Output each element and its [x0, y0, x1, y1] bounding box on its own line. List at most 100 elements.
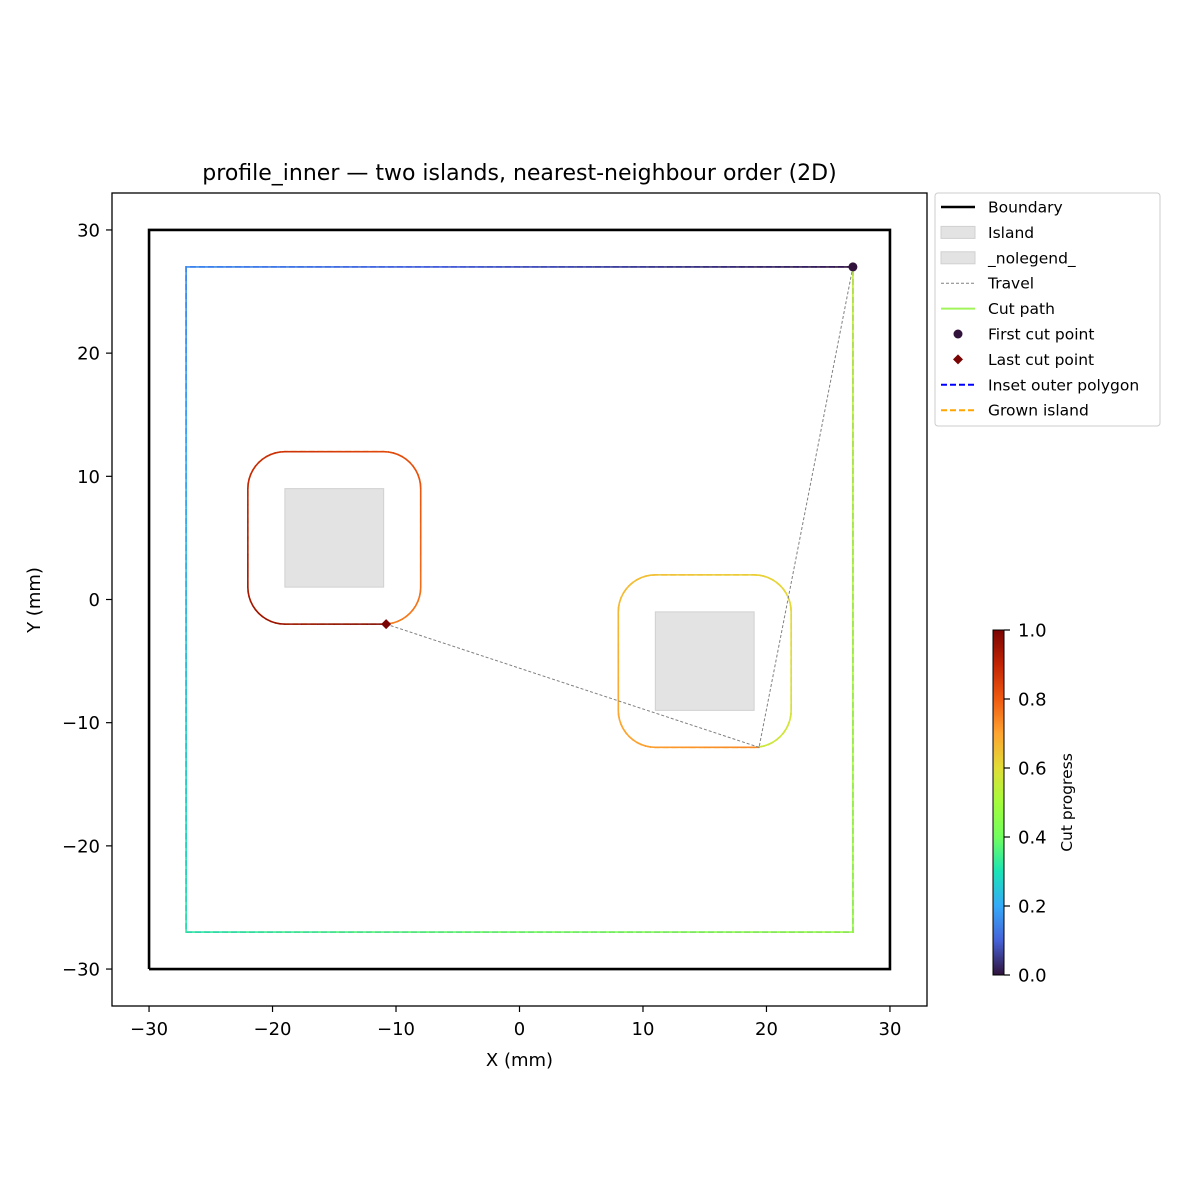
cut-path-segment: [767, 576, 774, 581]
cut-path-segment: [392, 452, 399, 456]
cut-path-segment: [265, 453, 272, 458]
cut-path-segment: [622, 728, 627, 734]
legend-frame: [934, 192, 1161, 427]
cut-path-segment: [418, 478, 422, 485]
legend-label: Cut path: [988, 300, 1055, 318]
cut-path-segment: [412, 604, 417, 611]
cut-path-segment: [758, 745, 765, 748]
colorbar-label: Cut progress: [1058, 753, 1076, 852]
cut-path-segment: [644, 574, 652, 577]
cut-path-segment: [617, 714, 621, 721]
cut-path-segment: [251, 604, 257, 611]
cut-path-segment: [785, 723, 790, 730]
cut-path-segment: [636, 576, 642, 581]
cut-path-segment: [247, 478, 250, 485]
y-tick-label: 0: [89, 590, 100, 611]
cut-path-segment: [247, 591, 250, 598]
x-axis: −30 −20 −10 0 10 20 30: [130, 1006, 901, 1040]
cut-path-segment: [767, 741, 774, 746]
y-tick-label: −10: [62, 713, 100, 734]
cut-path-segment: [248, 473, 252, 480]
legend-label: Travel: [987, 275, 1034, 293]
legend-label: First cut point: [988, 326, 1094, 344]
cut-path-segment: [405, 458, 411, 464]
cut-path-segment: [405, 612, 411, 618]
y-axis: −30 −20 −10 0 10 20 30: [62, 220, 112, 981]
colorbar-tick-label: 0.2: [1018, 897, 1047, 918]
colorbar-tick-label: 0.6: [1018, 759, 1047, 780]
cut-path-segment: [758, 574, 765, 577]
cut-path-segment: [789, 714, 792, 721]
legend-label: Inset outer polygon: [988, 376, 1139, 394]
cut-path-segment: [251, 465, 257, 471]
cut-path-segment: [418, 591, 422, 598]
legend-label: Grown island: [988, 402, 1089, 420]
chart-title: profile_inner — two islands, nearest-nei…: [202, 161, 836, 186]
cut-path-segment: [628, 735, 634, 741]
cut-path-segment: [249, 469, 254, 476]
x-axis-label: X (mm): [486, 1050, 553, 1071]
cut-path-segment: [265, 618, 272, 623]
legend-swatch: [940, 251, 976, 265]
cut-path-segment: [620, 592, 625, 599]
legend-swatch: [940, 225, 976, 239]
cut-path-segment: [269, 620, 277, 624]
cut-path-segment: [261, 615, 268, 620]
travel-move-1: [758, 266, 854, 748]
x-tick-label: 0: [514, 1019, 525, 1040]
cut-path-segment: [261, 455, 268, 461]
x-tick-label: 30: [879, 1019, 902, 1040]
cut-path-segment: [274, 622, 281, 625]
cut-path-segment: [628, 581, 634, 587]
cut-path-segment: [248, 595, 252, 603]
cut-path-segment: [401, 455, 408, 461]
cut-path-segment: [249, 600, 254, 607]
y-tick-label: −30: [62, 960, 100, 981]
cut-path-segment: [417, 595, 421, 603]
colorbar-gradient: [993, 630, 1004, 975]
cut-path-segment: [387, 451, 395, 454]
cut-path-segment: [620, 723, 625, 730]
y-tick-label: −20: [62, 836, 100, 857]
cut-path-segment: [254, 461, 260, 467]
cut-path-segment: [787, 719, 791, 726]
y-tick-label: 20: [77, 344, 100, 365]
cut-path-segment: [789, 601, 792, 608]
cut-path-segment: [625, 584, 630, 591]
x-tick-label: −30: [130, 1019, 168, 1040]
colorbar-tick-label: 0.8: [1018, 690, 1047, 711]
cut-path-segment: [397, 453, 403, 458]
last-cut-point-marker: [381, 619, 392, 630]
y-tick-label: 30: [77, 220, 100, 241]
boundary-line: [147, 228, 892, 971]
plot-area: [112, 193, 927, 1006]
cut-path-segment: [401, 615, 408, 620]
cut-path-segment: [412, 465, 417, 471]
colorbar-tick-label: 0.4: [1018, 828, 1047, 849]
legend: Boundary Island _nolegend_ Travel Cut path Fi…: [934, 192, 1161, 427]
island-2: [654, 611, 755, 711]
x-tick-label: 10: [632, 1019, 655, 1040]
cut-path-segment: [392, 620, 399, 624]
colorbar-frame: [992, 629, 1005, 976]
cut-path-segment: [414, 469, 419, 476]
cut-path-segment: [622, 588, 627, 595]
cut-path-segment: [775, 581, 782, 587]
cut-path-segment: [782, 588, 788, 595]
colorbar-tick-label: 0.0: [1018, 966, 1047, 987]
y-axis-label: Y (mm): [24, 567, 45, 634]
legend-label: _nolegend_: [987, 249, 1076, 268]
x-tick-label: 20: [755, 1019, 778, 1040]
legend-swatch: [953, 329, 963, 339]
cut-path-segment: [257, 612, 264, 618]
cut-path-segment: [409, 461, 414, 467]
cut-path-segment: [636, 741, 642, 746]
x-tick-label: −10: [377, 1019, 415, 1040]
cut-path-segment: [644, 745, 652, 748]
colorbar: Cut progress 0.0 0.2 0.4 0.6 0.8 1.0: [992, 621, 1076, 987]
cut-path-segment: [762, 575, 770, 579]
cut-path-segment: [762, 743, 770, 747]
cut-path-segment: [417, 473, 421, 480]
travel-move-2: [385, 623, 760, 748]
